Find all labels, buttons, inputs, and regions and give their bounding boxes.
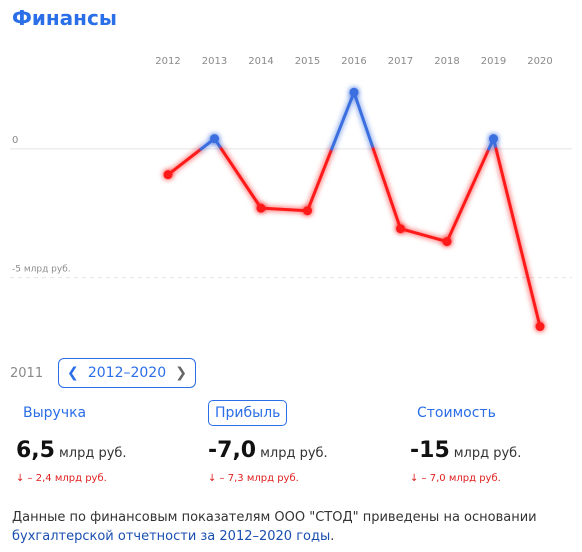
data-point bbox=[349, 87, 359, 97]
value-delta: ↓ – 7,0 млрд руб. bbox=[410, 473, 501, 484]
series-line-segment bbox=[259, 206, 309, 213]
tab-revenue[interactable]: Выручка bbox=[23, 405, 87, 421]
series-line-segment bbox=[330, 90, 356, 151]
profit-unit: млрд руб. bbox=[260, 446, 328, 461]
revenue-unit: млрд руб. bbox=[58, 446, 127, 461]
series-line-segment bbox=[399, 227, 449, 244]
x-tick-label: 2017 bbox=[388, 56, 413, 67]
chevron-right-icon[interactable]: ❯ bbox=[175, 365, 187, 381]
series-line-segment bbox=[445, 147, 491, 244]
x-tick-label: 2014 bbox=[248, 56, 273, 67]
data-point bbox=[489, 134, 498, 144]
x-tick-label: 2020 bbox=[527, 56, 552, 67]
profit-delta: ↓ – 7,3 млрд руб. bbox=[208, 473, 299, 484]
x-tick-label: 2015 bbox=[295, 56, 320, 67]
y-tick-label: 0 bbox=[12, 135, 18, 146]
revenue-value: 6,5 bbox=[16, 438, 55, 463]
tab-profit[interactable]: Прибыль bbox=[208, 400, 288, 426]
x-tick-label: 2016 bbox=[341, 56, 366, 67]
metric-value-row: -15 млрд руб. bbox=[410, 438, 521, 463]
series-line-segment bbox=[306, 147, 334, 213]
metric-revenue: Выручка 6,5 млрд руб. ↓ – 2,4 млрд руб. bbox=[16, 400, 127, 484]
period-range-selector[interactable]: ❮ 2012–2020 ❯ bbox=[58, 358, 196, 388]
revenue-delta: ↓ – 2,4 млрд руб. bbox=[16, 473, 107, 484]
metric-value: Стоимость -15 млрд руб. ↓ – 7,0 млрд руб. bbox=[410, 400, 521, 484]
footnote-text: Данные по финансовым показателям ООО "СТ… bbox=[12, 510, 537, 525]
metric-value-row: 6,5 млрд руб. bbox=[16, 438, 127, 463]
profit-chart: 0 -5 млрд руб. 2012 2013 2014 2015 2016 2017 201… bbox=[10, 56, 572, 332]
x-tick-label: 2012 bbox=[155, 56, 180, 67]
chevron-left-icon[interactable]: ❮ bbox=[67, 365, 79, 381]
tab-value[interactable]: Стоимость bbox=[417, 405, 496, 421]
x-tick-label: 2018 bbox=[434, 56, 459, 67]
y-tick-label: -5 млрд руб. bbox=[12, 265, 71, 275]
data-point bbox=[303, 206, 312, 216]
footnote-link[interactable]: бухгалтерской отчетности за 2012–2020 го… bbox=[12, 529, 331, 544]
previous-year-label[interactable]: 2011 bbox=[10, 366, 44, 381]
metric-value-row: -7,0 млрд руб. bbox=[208, 438, 328, 463]
x-tick-label: 2019 bbox=[481, 56, 506, 67]
series-line-segment bbox=[494, 147, 542, 329]
value-value: -15 bbox=[410, 438, 450, 463]
data-point bbox=[535, 322, 545, 332]
series-line-segment bbox=[166, 147, 203, 177]
footnote: Данные по финансовым показателям ООО "СТ… bbox=[12, 508, 572, 546]
series-line-segment bbox=[219, 147, 263, 210]
footnote-end: . bbox=[330, 529, 335, 544]
profit-value: -7,0 bbox=[208, 438, 257, 463]
metric-profit: Прибыль -7,0 млрд руб. ↓ – 7,3 млрд руб. bbox=[208, 400, 328, 484]
data-point bbox=[210, 134, 219, 144]
data-point bbox=[396, 224, 405, 234]
series-line-segment bbox=[371, 147, 402, 231]
data-point bbox=[163, 170, 173, 180]
period-range-label: 2012–2020 bbox=[87, 365, 167, 381]
data-point bbox=[442, 237, 452, 247]
page-title: Финансы bbox=[12, 6, 117, 30]
data-point bbox=[256, 203, 266, 213]
value-unit: млрд руб. bbox=[453, 446, 522, 461]
series-line-segment bbox=[352, 90, 375, 151]
x-tick-label: 2013 bbox=[202, 56, 227, 67]
